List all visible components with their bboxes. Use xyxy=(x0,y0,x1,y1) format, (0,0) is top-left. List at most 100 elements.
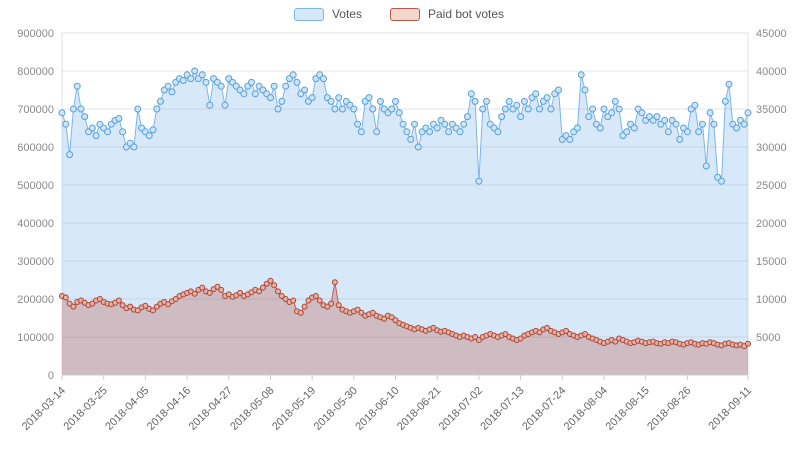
votes-data-point[interactable] xyxy=(483,97,490,105)
votes-data-point[interactable] xyxy=(445,128,453,136)
paid-bot-votes-data-point[interactable] xyxy=(301,303,308,310)
paid-bot-votes-data-point[interactable] xyxy=(150,307,156,314)
paid-bot-votes-data-point[interactable] xyxy=(259,284,266,291)
votes-data-point[interactable] xyxy=(365,94,373,102)
votes-data-point[interactable] xyxy=(104,128,111,136)
votes-data-point[interactable] xyxy=(278,97,286,105)
votes-data-point[interactable] xyxy=(433,124,441,132)
votes-data-point[interactable] xyxy=(573,124,581,132)
votes-data-point[interactable] xyxy=(441,120,449,128)
legend-item-votes[interactable]: Votes xyxy=(293,7,362,21)
paid-bot-votes-data-point[interactable] xyxy=(335,302,342,309)
votes-data-point[interactable] xyxy=(282,82,290,90)
votes-data-point[interactable] xyxy=(217,82,225,90)
paid-bot-votes-data-point[interactable] xyxy=(612,338,619,345)
paid-bot-votes-data-point[interactable] xyxy=(206,289,213,296)
paid-bot-votes-data-point[interactable] xyxy=(119,302,126,309)
votes-data-point[interactable] xyxy=(664,128,672,136)
paid-bot-votes-data-point[interactable] xyxy=(271,282,278,289)
votes-data-point[interactable] xyxy=(157,97,164,105)
votes-data-point[interactable] xyxy=(585,113,593,121)
votes-data-point[interactable] xyxy=(653,113,661,121)
paid-bot-votes-data-point[interactable] xyxy=(324,303,331,310)
votes-data-point[interactable] xyxy=(331,105,339,113)
votes-data-point[interactable] xyxy=(198,71,206,79)
votes-data-point[interactable] xyxy=(479,105,487,113)
paid-bot-votes-data-point[interactable] xyxy=(282,296,289,302)
paid-bot-votes-data-point[interactable] xyxy=(517,335,524,342)
votes-data-point[interactable] xyxy=(702,162,710,170)
votes-data-point[interactable] xyxy=(202,78,210,86)
paid-bot-votes-data-point[interactable] xyxy=(263,280,270,287)
votes-data-point[interactable] xyxy=(517,113,525,121)
paid-bot-votes-data-point[interactable] xyxy=(544,324,551,331)
votes-data-point[interactable] xyxy=(676,135,684,143)
votes-data-point[interactable] xyxy=(456,128,464,136)
paid-bot-votes-data-point[interactable] xyxy=(381,315,388,322)
paid-bot-votes-data-point[interactable] xyxy=(392,317,399,324)
paid-bot-votes-data-point[interactable] xyxy=(96,296,103,302)
votes-data-point[interactable] xyxy=(274,105,282,113)
votes-data-point[interactable] xyxy=(577,71,585,79)
votes-data-point[interactable] xyxy=(414,143,422,151)
votes-data-point[interactable] xyxy=(270,82,278,90)
votes-data-point[interactable] xyxy=(376,97,384,105)
paid-bot-votes-data-point[interactable] xyxy=(62,294,69,301)
votes-data-point[interactable] xyxy=(672,120,680,128)
paid-bot-votes-data-point[interactable] xyxy=(278,293,285,299)
votes-data-point[interactable] xyxy=(399,120,407,128)
votes-data-point[interactable] xyxy=(630,124,638,132)
legend-item-paid-bot-votes[interactable]: Paid bot votes xyxy=(389,7,504,21)
votes-data-point[interactable] xyxy=(532,90,540,98)
votes-data-point[interactable] xyxy=(695,128,703,136)
paid-bot-votes-data-point[interactable] xyxy=(256,288,263,295)
votes-data-point[interactable] xyxy=(320,75,327,83)
votes-data-point[interactable] xyxy=(611,97,619,105)
paid-bot-votes-data-point[interactable] xyxy=(165,301,172,308)
paid-bot-votes-data-point[interactable] xyxy=(66,300,73,307)
votes-data-point[interactable] xyxy=(130,143,138,151)
paid-bot-votes-data-point[interactable] xyxy=(134,307,141,314)
votes-data-point[interactable] xyxy=(471,97,479,105)
votes-data-point[interactable] xyxy=(467,90,475,98)
votes-data-point[interactable] xyxy=(494,128,502,136)
votes-data-point[interactable] xyxy=(191,67,199,75)
paid-bot-votes-data-point[interactable] xyxy=(172,296,179,302)
votes-data-point[interactable] xyxy=(206,101,214,109)
votes-data-point[interactable] xyxy=(395,109,403,117)
votes-data-point[interactable] xyxy=(740,120,748,128)
paid-bot-votes-data-point[interactable] xyxy=(316,297,323,304)
votes-data-point[interactable] xyxy=(369,105,377,113)
votes-data-point[interactable] xyxy=(77,105,85,113)
votes-data-point[interactable] xyxy=(661,116,669,124)
votes-data-point[interactable] xyxy=(58,109,66,117)
votes-data-point[interactable] xyxy=(357,128,365,136)
votes-data-point[interactable] xyxy=(725,80,733,88)
votes-data-point[interactable] xyxy=(718,177,725,185)
paid-bot-votes-data-point[interactable] xyxy=(153,303,160,310)
paid-bot-votes-data-point[interactable] xyxy=(502,331,509,337)
votes-data-point[interactable] xyxy=(706,109,714,117)
votes-data-point[interactable] xyxy=(589,105,597,113)
votes-data-point[interactable] xyxy=(505,97,513,105)
paid-bot-votes-data-point[interactable] xyxy=(214,283,221,290)
votes-data-point[interactable] xyxy=(699,120,706,128)
votes-data-point[interactable] xyxy=(168,88,176,96)
votes-data-point[interactable] xyxy=(501,105,509,113)
paid-bot-votes-data-point[interactable] xyxy=(563,327,570,334)
votes-data-point[interactable] xyxy=(524,105,532,113)
paid-bot-votes-data-point[interactable] xyxy=(267,277,274,284)
votes-data-point[interactable] xyxy=(289,71,297,79)
paid-bot-votes-data-point[interactable] xyxy=(237,289,244,296)
votes-data-point[interactable] xyxy=(134,105,142,113)
votes-data-point[interactable] xyxy=(691,101,699,109)
votes-data-point[interactable] xyxy=(301,86,309,94)
paid-bot-votes-data-point[interactable] xyxy=(115,297,122,304)
paid-bot-votes-data-point[interactable] xyxy=(475,337,482,343)
votes-data-point[interactable] xyxy=(683,128,691,136)
votes-data-point[interactable] xyxy=(149,126,157,134)
votes-data-point[interactable] xyxy=(240,90,248,98)
paid-bot-votes-data-point[interactable] xyxy=(142,302,149,309)
votes-data-point[interactable] xyxy=(566,135,574,143)
votes-data-point[interactable] xyxy=(536,105,543,113)
